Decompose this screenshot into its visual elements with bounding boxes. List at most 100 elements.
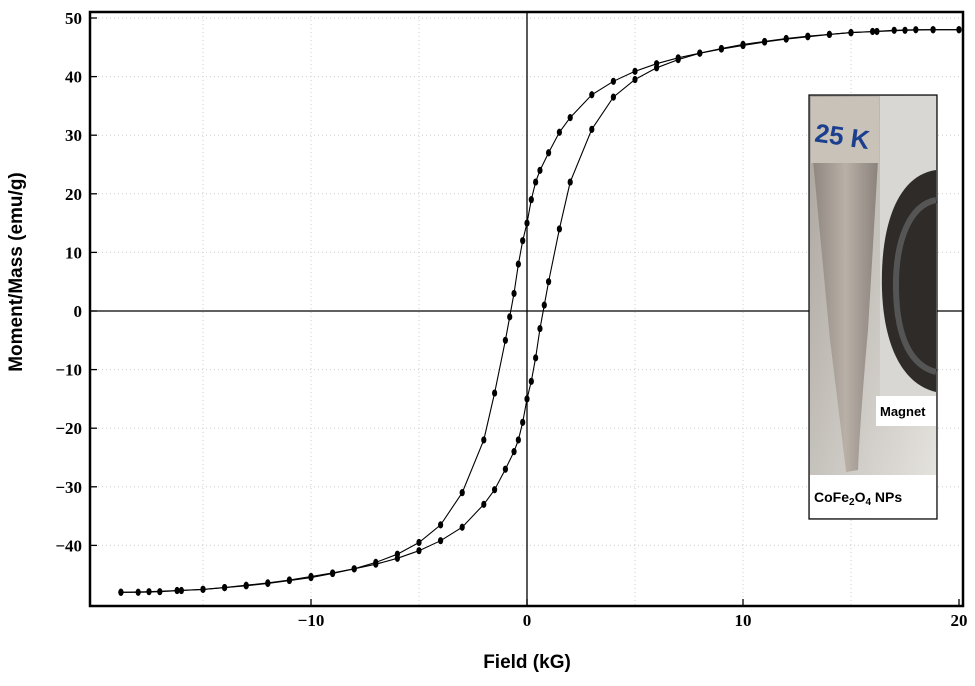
series-1-point <box>524 219 530 227</box>
series-2-point <box>541 301 547 309</box>
series-2-point <box>805 32 811 40</box>
y-tick-label: −20 <box>55 419 82 438</box>
series-2-point <box>675 56 681 64</box>
series-2-point <box>870 27 876 36</box>
series-1-line <box>120 29 959 593</box>
series-2-point <box>265 579 271 587</box>
series-2-point <box>118 588 124 596</box>
x-tick-label: −10 <box>298 611 325 630</box>
tube-cap <box>811 97 879 163</box>
series-1-point <box>459 489 465 497</box>
series-2-point <box>416 547 422 555</box>
series-1-point <box>533 178 539 186</box>
series-2-point <box>556 225 563 233</box>
series-2-point <box>891 26 897 34</box>
series-2-line <box>120 29 959 593</box>
series-1-point <box>507 313 513 321</box>
series-1-point <box>528 196 534 204</box>
series-1-point <box>481 436 487 444</box>
series-2-point <box>481 500 487 508</box>
y-tick-label: 0 <box>74 302 83 321</box>
series-1-point <box>567 114 573 122</box>
series-2-point <box>826 30 833 39</box>
series-1-point <box>589 91 595 99</box>
series-2-point <box>956 26 962 34</box>
series-2-point <box>740 40 746 48</box>
inset-caption: CoFe2O4 NPs <box>814 489 902 508</box>
series-2-point <box>524 395 530 403</box>
caption-mid: O <box>855 489 866 505</box>
series-1-point <box>546 149 552 157</box>
series-1-point <box>556 128 563 136</box>
series-2-point <box>567 178 573 186</box>
series-1-point <box>632 67 638 75</box>
series-2-point <box>718 44 725 53</box>
x-tick-label: 10 <box>735 611 752 630</box>
magnet-label: Magnet <box>880 404 926 419</box>
series-1-point <box>511 289 517 298</box>
y-axis-title: Moment/Mass (emu/g) <box>6 172 27 372</box>
magnet-shape <box>881 170 936 392</box>
series-2-point <box>537 324 543 333</box>
inset-photo: 25 K Magnet CoFe2O4 NPs <box>808 94 938 520</box>
y-tick-label: −30 <box>55 478 82 497</box>
series-1-point <box>515 260 521 268</box>
magnet-label-box <box>876 396 936 426</box>
series-2-point <box>330 569 336 577</box>
x-axis-title: Field (kG) <box>483 652 571 673</box>
magnet-ring <box>892 197 937 375</box>
y-tick-label: −40 <box>55 536 82 555</box>
series-1-point <box>438 521 444 529</box>
y-tick-label: 30 <box>65 126 82 145</box>
series-2-point <box>520 418 526 426</box>
series-2-point <box>511 448 517 456</box>
series-2-point <box>913 26 919 34</box>
series-2-point <box>533 354 539 362</box>
series-2-point <box>459 523 465 531</box>
series-1-point <box>520 237 526 245</box>
series-2-point <box>146 588 152 596</box>
y-tick-label: 20 <box>65 185 82 204</box>
y-tick-label: 40 <box>65 68 82 87</box>
series-1-point <box>502 336 508 344</box>
caption-end: NPs <box>871 489 902 505</box>
x-tick-label: 0 <box>523 611 532 630</box>
series-2-point <box>222 583 228 592</box>
series-1-point <box>610 77 617 85</box>
y-tick-label: 10 <box>65 243 82 262</box>
series-2-point <box>373 560 379 568</box>
series-2-point <box>848 29 854 37</box>
series-2-point <box>502 465 508 473</box>
series-2-point <box>654 64 660 72</box>
series-2-point <box>610 93 617 101</box>
series-2-point <box>174 586 180 595</box>
series-2-point <box>286 576 292 584</box>
series-2-point <box>632 75 638 84</box>
y-tick-label: −10 <box>55 361 82 380</box>
sample-tube <box>813 160 878 472</box>
series-1-point <box>537 166 543 174</box>
caption-sub2: 4 <box>865 497 871 508</box>
series-2-point <box>930 26 936 34</box>
caption-base: CoFe <box>814 489 849 505</box>
series-2-point <box>783 34 789 43</box>
series-2-point <box>546 278 552 286</box>
series-2-point <box>515 436 521 444</box>
series-2-point <box>200 585 206 593</box>
series-2-point <box>243 581 249 589</box>
series-1-point <box>416 538 422 547</box>
series-1-point <box>492 389 498 397</box>
series-2-point <box>351 565 357 573</box>
caption-box <box>810 475 936 518</box>
series-2-point <box>438 537 444 545</box>
data-series <box>118 26 962 596</box>
series-2-point <box>528 377 534 385</box>
series-2-point <box>589 125 595 133</box>
series-2-point <box>492 486 498 494</box>
axis-ticks: −10 0 10 20 50 40 30 20 10 0 −10 −20 −30 −40 <box>55 9 967 630</box>
x-tick-label: 20 <box>951 611 968 630</box>
series-2-point <box>697 49 703 57</box>
series-2-point <box>394 554 400 562</box>
series-2-point <box>762 37 768 46</box>
